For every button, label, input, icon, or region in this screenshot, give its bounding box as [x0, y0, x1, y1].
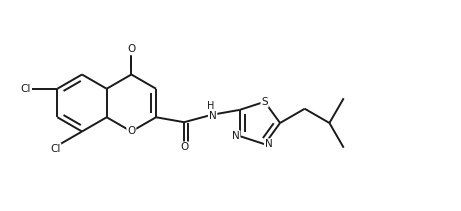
Text: O: O — [127, 45, 136, 54]
Text: O: O — [127, 127, 136, 137]
Text: N: N — [232, 131, 240, 141]
Text: Cl: Cl — [50, 144, 60, 154]
Text: H: H — [207, 101, 214, 111]
Text: O: O — [180, 142, 188, 152]
Text: N: N — [265, 139, 272, 149]
Text: N: N — [209, 111, 217, 121]
Text: Cl: Cl — [20, 84, 30, 94]
Text: S: S — [261, 97, 268, 107]
